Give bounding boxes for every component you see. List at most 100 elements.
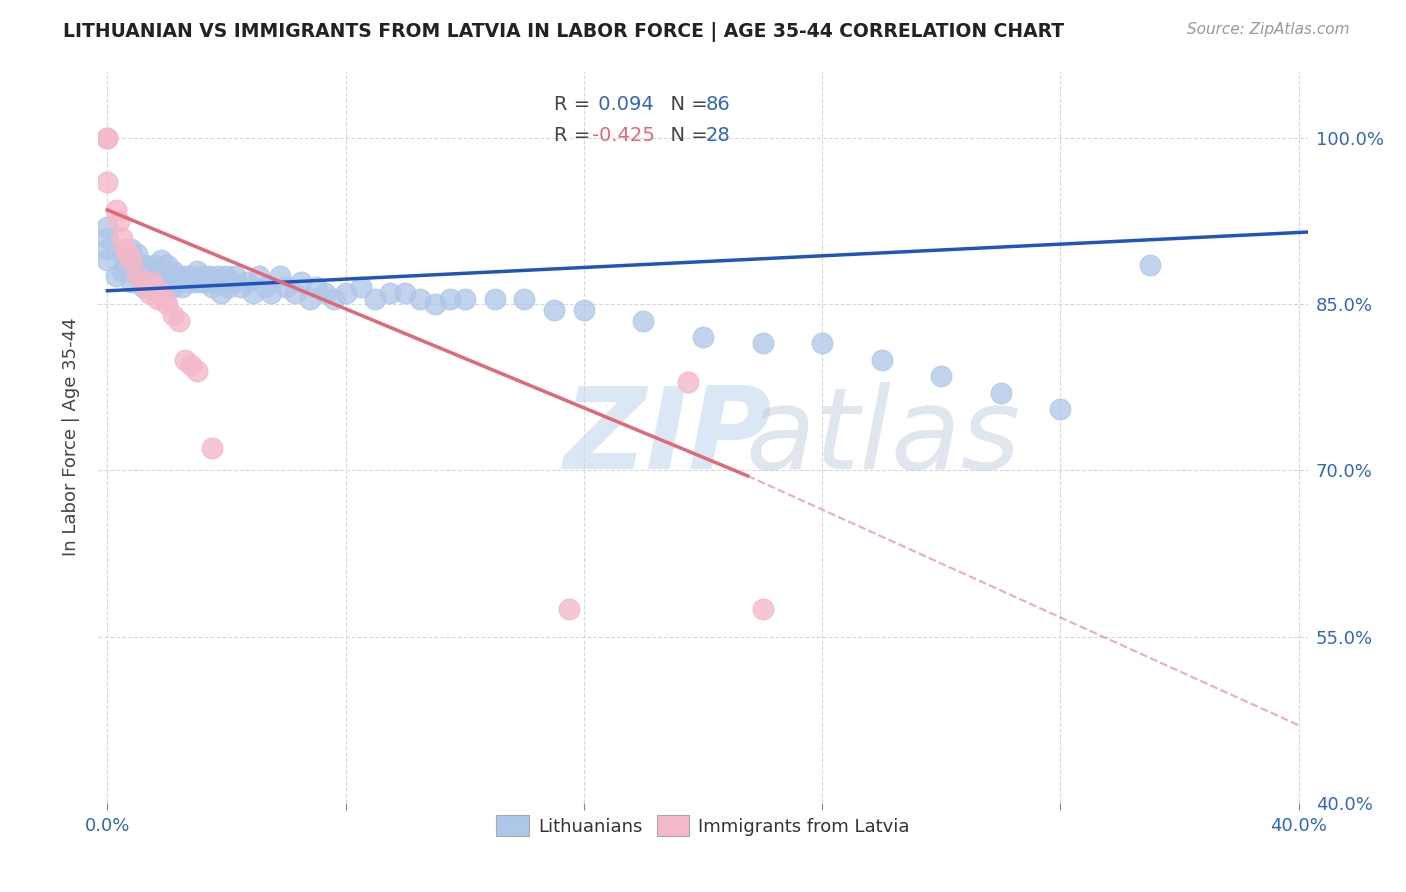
Point (676, 375, 699, 389)
Point (153, 292, 176, 306)
Point (111, 247, 134, 261)
Point (149, 252, 172, 267)
Point (200, 280, 222, 294)
Point (218, 280, 240, 294)
Point (111, 264, 134, 278)
Point (284, 285, 307, 300)
Point (929, 369, 952, 384)
Point (143, 280, 166, 294)
Point (209, 285, 232, 300)
Point (159, 269, 181, 284)
Point (162, 264, 184, 278)
Text: ZIP: ZIP (564, 382, 772, 492)
Point (870, 352, 893, 367)
Point (96, 219, 118, 234)
Point (132, 275, 155, 289)
Text: R =: R = (554, 127, 596, 145)
Point (170, 280, 193, 294)
Point (156, 258, 179, 272)
Point (186, 363, 208, 377)
Point (1139, 258, 1161, 272)
Point (105, 269, 128, 284)
Point (194, 275, 217, 289)
Point (156, 297, 179, 311)
Text: atlas: atlas (745, 382, 1021, 492)
Point (127, 247, 149, 261)
Point (173, 269, 195, 284)
Point (751, 335, 773, 350)
Point (186, 264, 208, 278)
Point (322, 292, 344, 306)
Point (108, 214, 131, 228)
Point (274, 280, 297, 294)
Point (135, 275, 157, 289)
Point (146, 280, 169, 294)
Point (183, 275, 205, 289)
Point (173, 352, 195, 367)
Point (394, 285, 416, 300)
Point (120, 275, 142, 289)
Point (335, 285, 357, 300)
Point (349, 280, 371, 294)
Point (114, 258, 136, 272)
Point (513, 292, 536, 306)
Point (543, 302, 565, 317)
Point (751, 602, 773, 616)
Point (111, 230, 134, 244)
Point (305, 280, 328, 294)
Point (143, 258, 166, 272)
Point (114, 242, 136, 256)
Point (96, 131, 118, 145)
Legend: Lithuanians, Immigrants from Latvia: Lithuanians, Immigrants from Latvia (488, 806, 918, 845)
Point (105, 202, 128, 217)
Text: N =: N = (658, 127, 714, 145)
Point (633, 314, 655, 328)
Point (247, 269, 270, 284)
Point (692, 330, 714, 344)
Point (162, 308, 184, 322)
Point (127, 269, 149, 284)
Point (298, 292, 321, 306)
Text: 86: 86 (706, 95, 730, 114)
Point (423, 297, 446, 311)
Point (558, 602, 581, 616)
Text: LITHUANIAN VS IMMIGRANTS FROM LATVIA IN LABOR FORCE | AGE 35-44 CORRELATION CHAR: LITHUANIAN VS IMMIGRANTS FROM LATVIA IN … (63, 22, 1064, 42)
Point (364, 292, 387, 306)
Point (149, 285, 172, 300)
Point (146, 292, 169, 306)
Point (269, 269, 291, 284)
Point (204, 275, 226, 289)
Point (439, 292, 461, 306)
Point (135, 280, 157, 294)
Text: 28: 28 (706, 127, 730, 145)
Point (167, 314, 190, 328)
Point (120, 252, 142, 267)
Point (224, 269, 246, 284)
Y-axis label: In Labor Force | Age 35-44: In Labor Force | Age 35-44 (62, 318, 80, 557)
Point (132, 280, 155, 294)
Point (811, 335, 834, 350)
Point (990, 385, 1012, 400)
Point (180, 358, 202, 372)
Point (143, 269, 166, 284)
Point (260, 285, 283, 300)
Point (167, 269, 190, 284)
Point (141, 275, 163, 289)
Point (96, 131, 118, 145)
Point (188, 275, 211, 289)
Point (242, 285, 264, 300)
Text: -0.425: -0.425 (592, 127, 655, 145)
Point (215, 269, 238, 284)
Point (200, 441, 222, 455)
Point (165, 275, 187, 289)
Point (380, 285, 402, 300)
Point (120, 242, 142, 256)
Point (138, 269, 160, 284)
Point (484, 292, 506, 306)
Text: N =: N = (658, 95, 714, 114)
Point (96, 252, 118, 267)
Point (138, 285, 160, 300)
Point (197, 269, 219, 284)
Point (177, 275, 200, 289)
Point (135, 258, 157, 272)
